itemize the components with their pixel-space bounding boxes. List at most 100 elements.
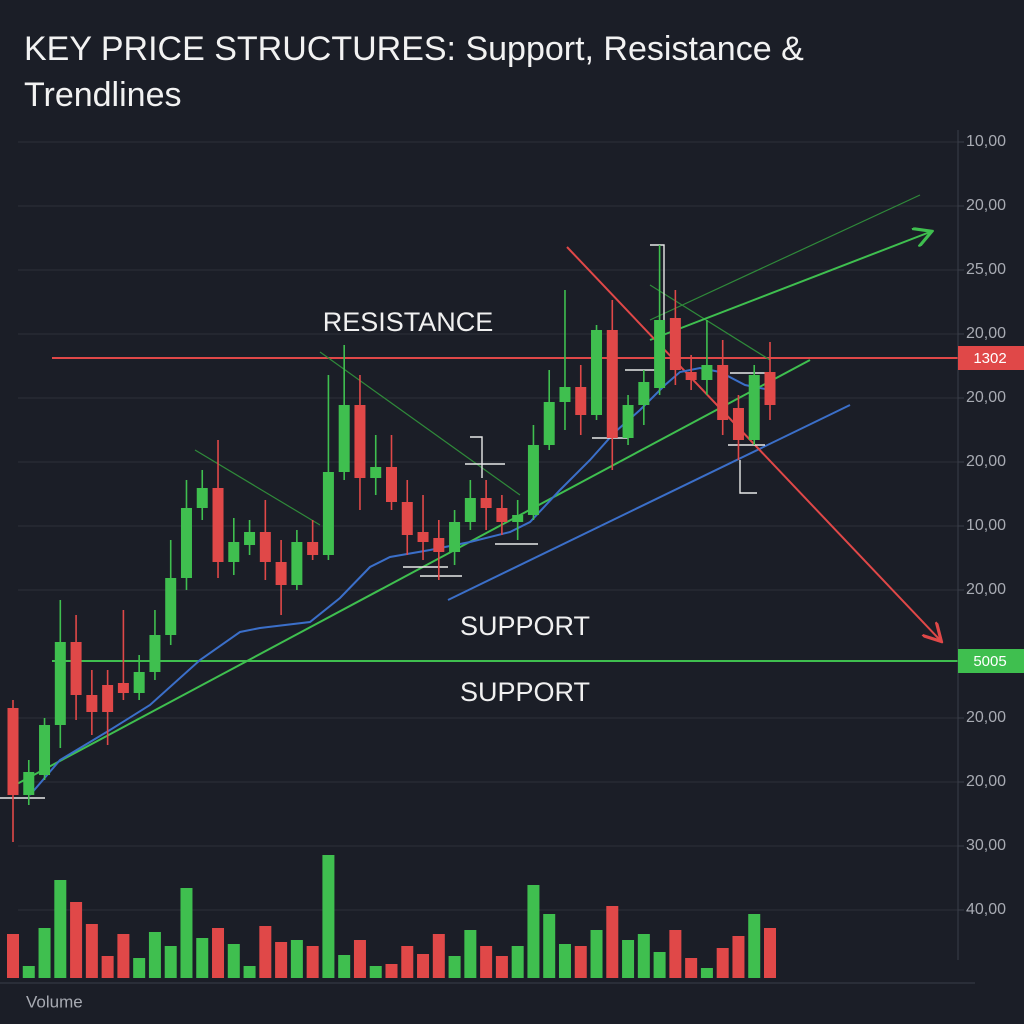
candle-body [228, 542, 240, 562]
volume-bar [70, 902, 83, 978]
candle-body [701, 365, 713, 380]
trendline [649, 284, 771, 361]
y-tick-label: 30,00 [966, 837, 1006, 854]
candle-body [291, 542, 303, 585]
volume-label: Volume [26, 992, 83, 1011]
trendline [319, 351, 521, 496]
candle-body [638, 382, 650, 405]
candle-body [401, 502, 413, 535]
candle-body [244, 532, 256, 545]
volume-bar [259, 926, 272, 978]
volume-bar [590, 930, 603, 978]
candle-body [354, 405, 366, 478]
candle-body [133, 672, 145, 693]
candle-body [7, 708, 19, 795]
candle-body [433, 538, 445, 552]
volume-bar [133, 958, 146, 978]
trendline [14, 359, 811, 786]
volume-bar [353, 940, 366, 978]
candle-body [512, 515, 524, 522]
candle-body [417, 532, 429, 542]
y-tick-label: 20,00 [966, 389, 1006, 406]
volume-bar [101, 956, 114, 978]
candle-body [717, 365, 729, 420]
y-tick-label: 20,00 [966, 581, 1006, 598]
volume-bar [716, 948, 729, 978]
candle-body [606, 330, 618, 438]
candle-body [39, 725, 51, 775]
candle-body [685, 372, 697, 380]
volume-bar [764, 928, 776, 978]
candle-body [370, 467, 382, 478]
y-tick-label: 20,00 [966, 325, 1006, 342]
candle-body [259, 532, 271, 562]
volume-bar [464, 930, 477, 978]
volume-bar [685, 958, 698, 978]
chart-title: KEY PRICE STRUCTURES: Support, Resistanc… [24, 30, 804, 114]
candle-body [669, 318, 681, 370]
y-tick-label: 40,00 [966, 901, 1006, 918]
trendline [649, 232, 930, 341]
candle-body [307, 542, 319, 555]
volume-bar [417, 954, 430, 978]
volume-bar [401, 946, 414, 978]
candle-body [275, 562, 287, 585]
candle-body [386, 467, 397, 502]
volume-bar [117, 934, 130, 978]
candle-body [654, 320, 666, 388]
candle-body [23, 772, 35, 795]
trendline [447, 404, 851, 601]
volume-bar [527, 885, 540, 978]
y-tick-label: 20,00 [966, 453, 1006, 470]
candle-body [622, 405, 634, 438]
volume-bar [448, 956, 461, 978]
volume-bar [574, 946, 587, 978]
candle-body [165, 578, 177, 635]
level-badge [958, 649, 1024, 673]
volume-bar [148, 932, 161, 978]
annotation: RESISTANCE [323, 307, 494, 337]
level-badge [958, 346, 1024, 370]
volume-bar [480, 946, 493, 978]
volume-bar [669, 930, 682, 978]
y-tick-label: 20,00 [966, 709, 1006, 726]
moving-average [29, 366, 771, 796]
candle-body [480, 498, 492, 508]
candle-body [212, 488, 224, 562]
volume-bar [38, 928, 51, 978]
volume-bar [85, 924, 98, 978]
volume-bar [653, 952, 666, 978]
candle-body [102, 685, 114, 712]
candle-body [764, 372, 776, 405]
volume-bar [622, 940, 635, 978]
volume-bar [637, 934, 650, 978]
candle-body [149, 635, 161, 672]
candle-body [117, 683, 129, 693]
volume-bar [306, 946, 319, 978]
candle-body [543, 402, 555, 445]
y-tick-label: 20,00 [966, 773, 1006, 790]
annotation: SUPPORT [460, 611, 590, 641]
level-label: 1302 [973, 350, 1006, 367]
y-tick-label: 20,00 [966, 197, 1006, 214]
y-tick-label: 25,00 [966, 261, 1006, 278]
candle-body [496, 508, 508, 522]
volume-bar [180, 888, 193, 978]
level-label: 5005 [973, 653, 1006, 670]
candle-body [54, 642, 66, 725]
volume-bar [164, 946, 177, 978]
candle-body [196, 488, 208, 508]
trendline [194, 449, 321, 526]
annotation: SUPPORT [460, 677, 590, 707]
volume-bar [196, 938, 209, 978]
volume-bar [606, 906, 619, 978]
volume-bar [212, 928, 225, 978]
volume-bar [275, 942, 288, 978]
candle-body [180, 508, 192, 578]
trendline [649, 194, 921, 321]
volume-bar [511, 946, 524, 978]
volume-bar [543, 914, 556, 978]
volume-bar [338, 955, 351, 978]
